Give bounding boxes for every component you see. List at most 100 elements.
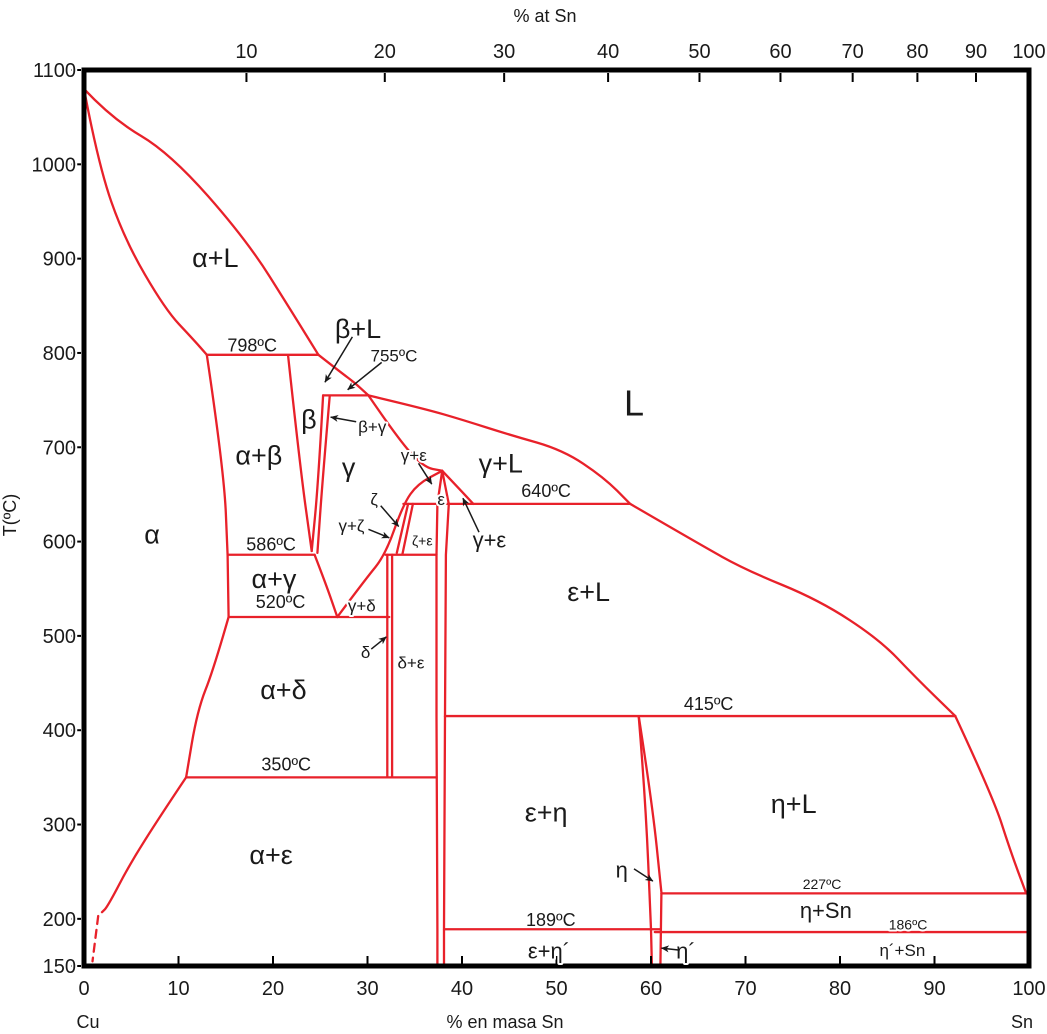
boundary-alpha-586-520 [226,553,230,619]
tick-label-yleft-600: 600 [43,532,76,554]
tick-label-xtop-90: 90 [965,41,987,63]
region-label-14-L: γ+L [479,449,523,479]
zeta-arrow [380,505,400,527]
tick-label-xtop-40: 40 [597,41,619,63]
gamma-zeta-arrow [368,528,390,539]
region-label-9-: γ+ζ [338,516,364,535]
gamma-eps-up-arrow [417,462,433,485]
tick-label-yleft-900: 900 [43,249,76,271]
isotherm-label-520ºC: 520ºC [256,592,306,612]
y-axis-title: T(ºC) [0,494,20,537]
boundary-liquidus-gamma [367,394,632,506]
region-label-7-: α+γ [251,564,296,594]
region-label-15-: γ+ε [473,527,507,552]
region-label-20-: α+δ [260,675,306,705]
tick-label-xtop-60: 60 [769,41,791,63]
isotherm-label-350ºC: 350ºC [261,754,311,774]
isotherm-label-640ºC: 640ºC [521,481,571,501]
tick-label-yleft-1000: 1000 [32,154,77,176]
boundary-dome-right [441,469,475,506]
region-label-17-L: ε+L [567,577,610,607]
tick-label-yleft-500: 500 [43,626,76,648]
boundary-gamma-left-lower [313,553,339,619]
region-label-16-L: L [624,383,644,424]
region-label-24-: η [616,857,628,882]
region-label-21-: α+ε [249,840,292,870]
boundary-solidus-alpha [82,87,208,356]
gamma-eps-low-arrow [462,497,480,533]
tick-label-yleft-1100: 1100 [33,60,76,82]
region-label-27-: η´ [676,939,696,964]
isotherm-label-586ºC: 586ºC [246,535,296,555]
boundary-liquidus-alpha [82,87,320,356]
region-label-0-L: α+L [192,243,238,273]
region-label-10-: ζ [370,490,378,509]
boundary-eta-right [637,714,663,894]
boundary-liquidus-epsilon [629,502,957,718]
tick-label-yleft-800: 800 [43,343,76,365]
region-label-25-Sn: η+Sn [800,898,852,923]
isotherm-label-227ºC: 227ºC [803,876,842,892]
tick-label-xtop-50: 50 [688,41,710,63]
tick-label-xbottom-20: 20 [262,978,284,1000]
755C-arrow [347,361,383,391]
boundary-liquidus-beta [317,353,370,397]
tick-label-xbottom-0: 0 [78,978,89,1000]
region-label-11-: γ+ε [401,446,427,465]
region-label-19-: δ+ε [397,653,424,672]
tick-label-xtop-100: 100 [1012,41,1045,63]
boundary-alpha-solvus-mid [184,615,230,779]
tick-label-xtop-30: 30 [493,41,515,63]
region-label-5-: β+γ [358,417,387,436]
x-top-axis-title: % at Sn [513,6,576,26]
tick-label-xbottom-30: 30 [356,978,378,1000]
tick-label-xtop-80: 80 [906,41,928,63]
tick-label-xbottom-40: 40 [451,978,473,1000]
region-label-3-: β [301,404,317,434]
eta-prime-arrow [660,945,679,953]
boundary-alpha-solvus-dashed [91,914,100,963]
boundary-gamma-solidus [367,394,444,472]
boundary-zeta-right [401,502,415,555]
region-label-23-L: η+L [771,789,817,819]
delta-arrow [370,636,387,650]
boundary-liquidus-eta [954,714,1028,895]
tick-label-xbottom-60: 60 [640,978,662,1000]
isotherm-label-186ºC: 186ºC [889,916,928,932]
tick-label-xtop-70: 70 [842,41,864,63]
isotherm-label-798ºC: 798ºC [227,336,277,356]
tick-label-xtop-10: 10 [235,41,257,63]
boundary-epsilon-left [435,469,444,968]
boundary-epsilon-right [441,469,450,968]
boundary-alpha-solvus-low [100,776,188,914]
boundary-beta-left [286,354,313,553]
tick-label-xbottom-10: 10 [167,978,189,1000]
isotherm-label-415ºC: 415ºC [684,694,734,714]
region-label-18-: δ [361,643,370,662]
boundary-zeta-left [395,502,410,555]
tick-label-xbottom-80: 80 [829,978,851,1000]
tick-label-yleft-200: 200 [43,909,76,931]
tick-label-xbottom-50: 50 [545,978,567,1000]
tick-label-xtop-20: 20 [374,41,396,63]
corner-label-cu: Cu [76,1012,99,1032]
tick-label-xbottom-100: 100 [1012,978,1045,1000]
boundary-alpha-beta-solvus [205,353,229,556]
boundary-gamma-right-curve [336,469,444,619]
isotherm-label-755ºC: 755ºC [371,347,418,366]
eta-arrow [633,868,654,882]
region-label-1-: α [144,519,160,549]
region-label-22-: ε+η [525,798,568,828]
tick-label-yleft-400: 400 [43,720,76,742]
tick-label-yleft-700: 700 [43,437,76,459]
region-label-6-: γ [342,453,356,483]
isotherm-label-189ºC: 189ºC [526,910,576,930]
boundary-beta-gamma-right [316,395,331,555]
plot-frame [81,67,1032,969]
corner-label-sn: Sn [1011,1012,1033,1032]
region-label-4-: α+β [235,440,282,470]
tick-label-yleft-150: 150 [43,956,76,978]
boundary-eta-left [637,714,653,931]
